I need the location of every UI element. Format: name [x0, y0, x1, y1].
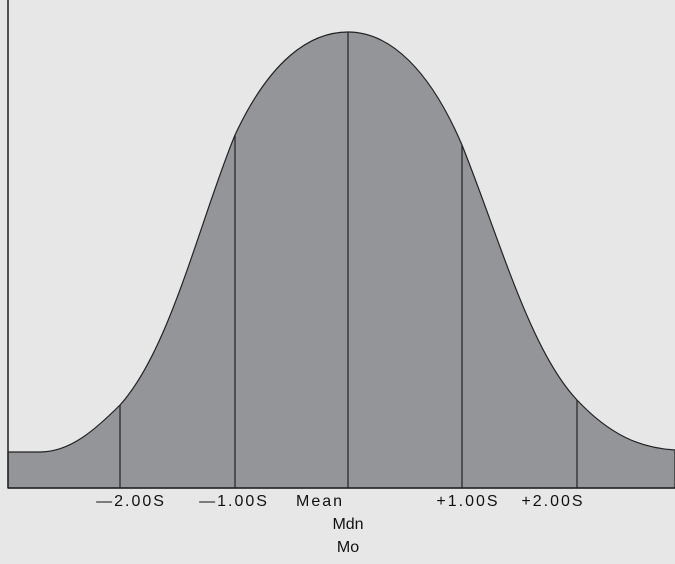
mean-label: Mdn	[332, 516, 363, 533]
label: +2.00S	[521, 493, 584, 510]
mean-label: Mo	[337, 539, 359, 556]
label: —1.00S	[199, 493, 269, 510]
label: Mean	[296, 493, 344, 510]
label: +1.00S	[436, 493, 499, 510]
label: —2.00S	[96, 493, 166, 510]
